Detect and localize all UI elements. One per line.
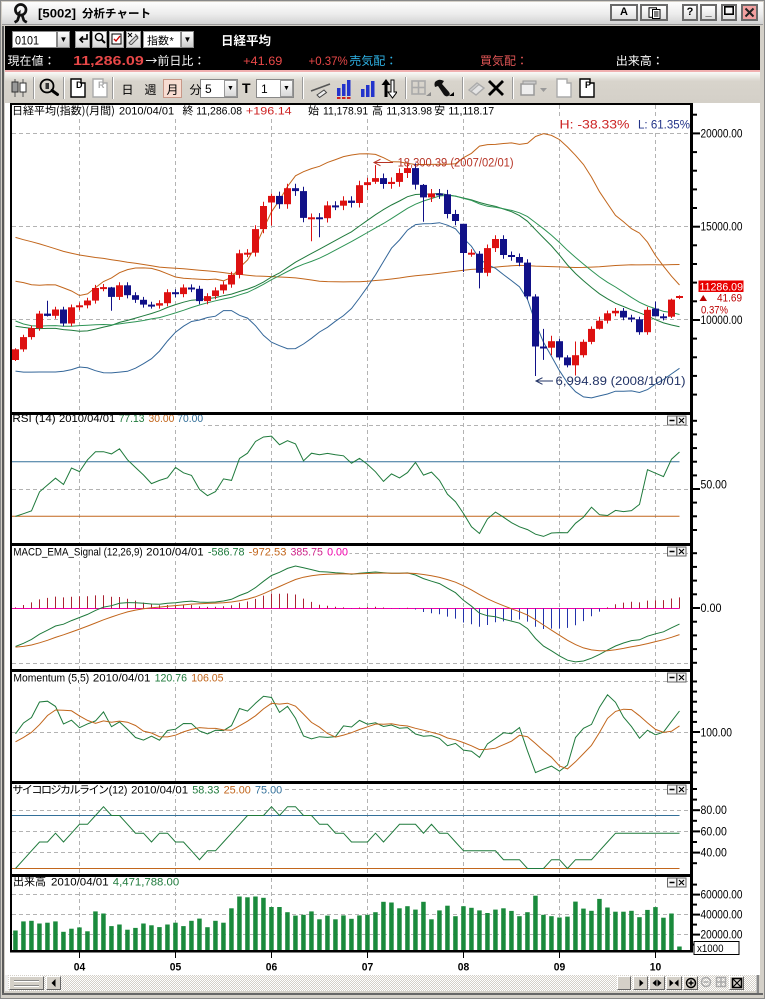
svg-text:MACD_EMA_Signal (12,26,9): MACD_EMA_Signal (12,26,9) <box>13 547 142 559</box>
svg-text:58.33: 58.33 <box>192 785 219 797</box>
svg-text:-972.53: -972.53 <box>249 547 287 559</box>
svg-text:11286.09: 11286.09 <box>700 282 744 294</box>
svg-text:10: 10 <box>650 962 662 974</box>
svg-text:20000.00: 20000.00 <box>701 928 743 942</box>
svg-text:10000.00: 10000.00 <box>701 313 743 327</box>
svg-text:20000.00: 20000.00 <box>701 126 743 140</box>
svg-text:0.37%: 0.37% <box>701 305 728 317</box>
svg-text:50.00: 50.00 <box>701 478 728 492</box>
svg-text:106.05: 106.05 <box>191 673 223 685</box>
svg-text:11,286.09: 11,286.09 <box>73 54 144 68</box>
svg-text:25.00: 25.00 <box>224 785 251 797</box>
svg-text:Momentum (5,5): Momentum (5,5) <box>13 673 89 685</box>
svg-text:P: P <box>585 80 591 90</box>
svg-text:11,118.17: 11,118.17 <box>448 106 494 118</box>
svg-text:*: * <box>170 36 175 48</box>
svg-text:08: 08 <box>458 962 470 974</box>
svg-text:04: 04 <box>74 962 86 974</box>
svg-text:11,286.08: 11,286.08 <box>196 106 242 118</box>
svg-text:-586.78: -586.78 <box>208 547 245 559</box>
svg-text:4,471,788.00: 4,471,788.00 <box>113 877 179 889</box>
svg-text:09: 09 <box>554 962 566 974</box>
svg-text:11,178.91: 11,178.91 <box>323 106 368 118</box>
svg-text:+41.69: +41.69 <box>243 54 283 68</box>
svg-text:11,313.98: 11,313.98 <box>386 106 432 118</box>
svg-text:05: 05 <box>170 962 182 974</box>
svg-text:75.00: 75.00 <box>255 785 282 797</box>
svg-text:60000.00: 60000.00 <box>701 888 743 902</box>
svg-text:(12): (12) <box>109 785 128 797</box>
svg-text:2010/04/01: 2010/04/01 <box>146 547 204 559</box>
svg-text:0.00: 0.00 <box>327 547 348 559</box>
svg-text:77.13: 77.13 <box>119 413 145 425</box>
svg-text:L: 61.35%: L: 61.35% <box>638 118 690 132</box>
svg-text:2010/04/01: 2010/04/01 <box>131 785 188 797</box>
svg-text:120.76: 120.76 <box>155 673 187 685</box>
svg-text:D: D <box>76 80 83 90</box>
svg-text:0.00: 0.00 <box>701 601 722 615</box>
svg-text:2010/04/01: 2010/04/01 <box>51 877 109 889</box>
svg-text:40000.00: 40000.00 <box>701 908 743 922</box>
svg-text:0101: 0101 <box>15 34 39 48</box>
svg-text:2010/04/01: 2010/04/01 <box>119 106 174 118</box>
svg-text:07: 07 <box>362 962 374 974</box>
svg-text:+196.14: +196.14 <box>246 106 292 118</box>
svg-text:6,994.89 (2008/10/01): 6,994.89 (2008/10/01) <box>556 376 686 388</box>
svg-text:R: R <box>98 80 105 90</box>
svg-text:18,300.39 (2007/02/01): 18,300.39 (2007/02/01) <box>398 158 514 170</box>
svg-text:06: 06 <box>266 962 278 974</box>
svg-text:+0.37%: +0.37% <box>309 54 349 68</box>
svg-text:2010/04/01: 2010/04/01 <box>93 673 150 685</box>
svg-text:100.00: 100.00 <box>701 726 733 740</box>
svg-text:385.75: 385.75 <box>291 547 323 559</box>
svg-text:RSI (14): RSI (14) <box>12 413 55 425</box>
svg-text:70.00: 70.00 <box>177 413 203 425</box>
svg-text:30.00: 30.00 <box>149 413 175 425</box>
svg-text:15000.00: 15000.00 <box>701 220 743 234</box>
svg-text:40.00: 40.00 <box>701 846 728 860</box>
svg-text:80.00: 80.00 <box>701 803 728 817</box>
svg-text:x1000: x1000 <box>697 943 724 955</box>
svg-text:41.69: 41.69 <box>717 293 742 305</box>
svg-text:[5002]: [5002] <box>38 7 76 21</box>
svg-text:2010/04/01: 2010/04/01 <box>59 413 115 425</box>
svg-text:60.00: 60.00 <box>701 824 728 838</box>
svg-text:H: -38.33%: H: -38.33% <box>560 118 630 132</box>
